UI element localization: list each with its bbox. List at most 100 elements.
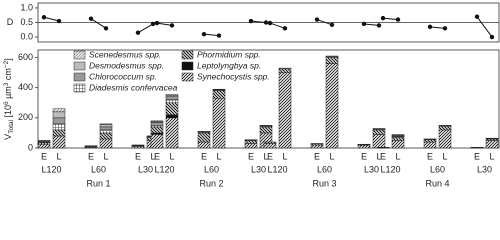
bar-segment [278,68,292,73]
d-point [376,23,382,28]
y-tick-label: 200 [18,112,33,122]
d-line [203,33,220,37]
bar-segment [99,126,113,131]
bar-segment [259,126,273,134]
group-label: L60 [204,164,219,174]
d-line [476,16,493,38]
d-point [282,26,288,31]
group-label: L120 [41,164,61,174]
run-label: Run 3 [312,178,336,188]
legend-swatch [181,50,194,60]
x-tick-label: L [103,151,108,161]
x-tick-label: E [201,151,207,161]
legend-label: Chlorococcum sp. [89,71,157,81]
bar-segment [278,72,292,149]
d-line [429,26,446,29]
bar-segment [263,143,277,149]
d-point [88,16,94,21]
bar-segment [391,140,405,149]
x-tick-label: E [88,151,94,161]
x-tick-label: E [267,151,273,161]
y-axis-label-part: 6 [3,101,10,105]
group-label: L120 [267,164,287,174]
x-tick-label: L [263,151,268,161]
legend-swatch [73,50,86,60]
x-tick-label: L [216,151,221,161]
y-tick-label: 0.0 [20,31,33,41]
bar-segment [150,120,164,122]
bar-segment [165,96,179,101]
bar-segment [165,94,179,96]
legend-label: Phormidium spp. [197,49,261,59]
bar-segment [212,90,226,99]
group-label: L60 [91,164,106,174]
group-label: L30 [477,164,492,174]
d-point [361,21,367,27]
bar-segment [372,134,386,149]
d-point [442,26,448,31]
bar-segment [244,140,258,144]
legend-swatch [73,61,86,71]
legend-label: Scenedesmus spp. [89,49,161,59]
d-line [382,17,399,21]
bar-segment [99,123,113,125]
group-label: L30 [138,164,153,174]
x-tick-label: L [150,151,155,161]
run-label: Run 4 [425,178,449,188]
legend-label: Synechocystis spp. [197,71,270,81]
d-line [250,20,267,23]
y-tick-label: 600 [18,52,33,62]
bar-segment [197,132,211,143]
d-line [316,19,333,26]
x-tick-label: L [489,151,494,161]
bar-segment [438,129,452,149]
d-point [248,18,254,24]
y-tick-label: 400 [18,82,33,92]
x-tick-label: L [442,151,447,161]
y-axis-label-part: V [3,134,13,140]
d-line [137,23,154,34]
x-tick-label: E [135,151,141,161]
bar-segment [52,129,66,137]
bar-segment [165,99,179,104]
bar-segment [325,57,339,64]
bar-segment [37,143,51,149]
bar-segment [99,132,113,140]
y-axis-label-part: 3 [3,82,10,86]
x-tick-label: L [169,151,174,161]
d-point [474,14,480,19]
y-axis-label-part: ] [3,58,13,61]
bar-segment [391,137,405,141]
legend-label: Leptolyngbya sp. [197,60,261,70]
bar-segment [52,111,66,119]
bar-segment [263,141,277,144]
y-tick-label: 1.0 [20,2,33,12]
d-point [216,33,222,38]
y-axis-label: VTotal​ [106​ µm3​ cm−2​] [3,58,15,140]
d-point [150,21,156,27]
bar-segment [165,102,179,116]
bar-segment [99,138,113,149]
bar-segment [325,55,339,58]
d-line [363,23,380,26]
d-point [154,20,160,26]
y-axis-label-part: cm [3,68,13,83]
d-point [427,24,433,30]
y-axis-label-part: [10 [3,105,13,120]
x-tick-label: L [395,151,400,161]
d-point [489,34,495,40]
bar-segment [99,129,113,134]
x-tick-label: E [361,151,367,161]
y-axis-label-part: −2 [3,60,10,68]
x-tick-label: E [41,151,47,161]
legend-label: Desmodesmus spp. [89,60,164,70]
bar-segment [150,122,164,126]
bar-segment [423,139,437,143]
bar-segment [165,114,179,119]
group-label: L30 [251,164,266,174]
x-tick-label: E [314,151,320,161]
x-tick-label: L [282,151,287,161]
d-point [329,22,335,28]
d-point [314,17,320,22]
